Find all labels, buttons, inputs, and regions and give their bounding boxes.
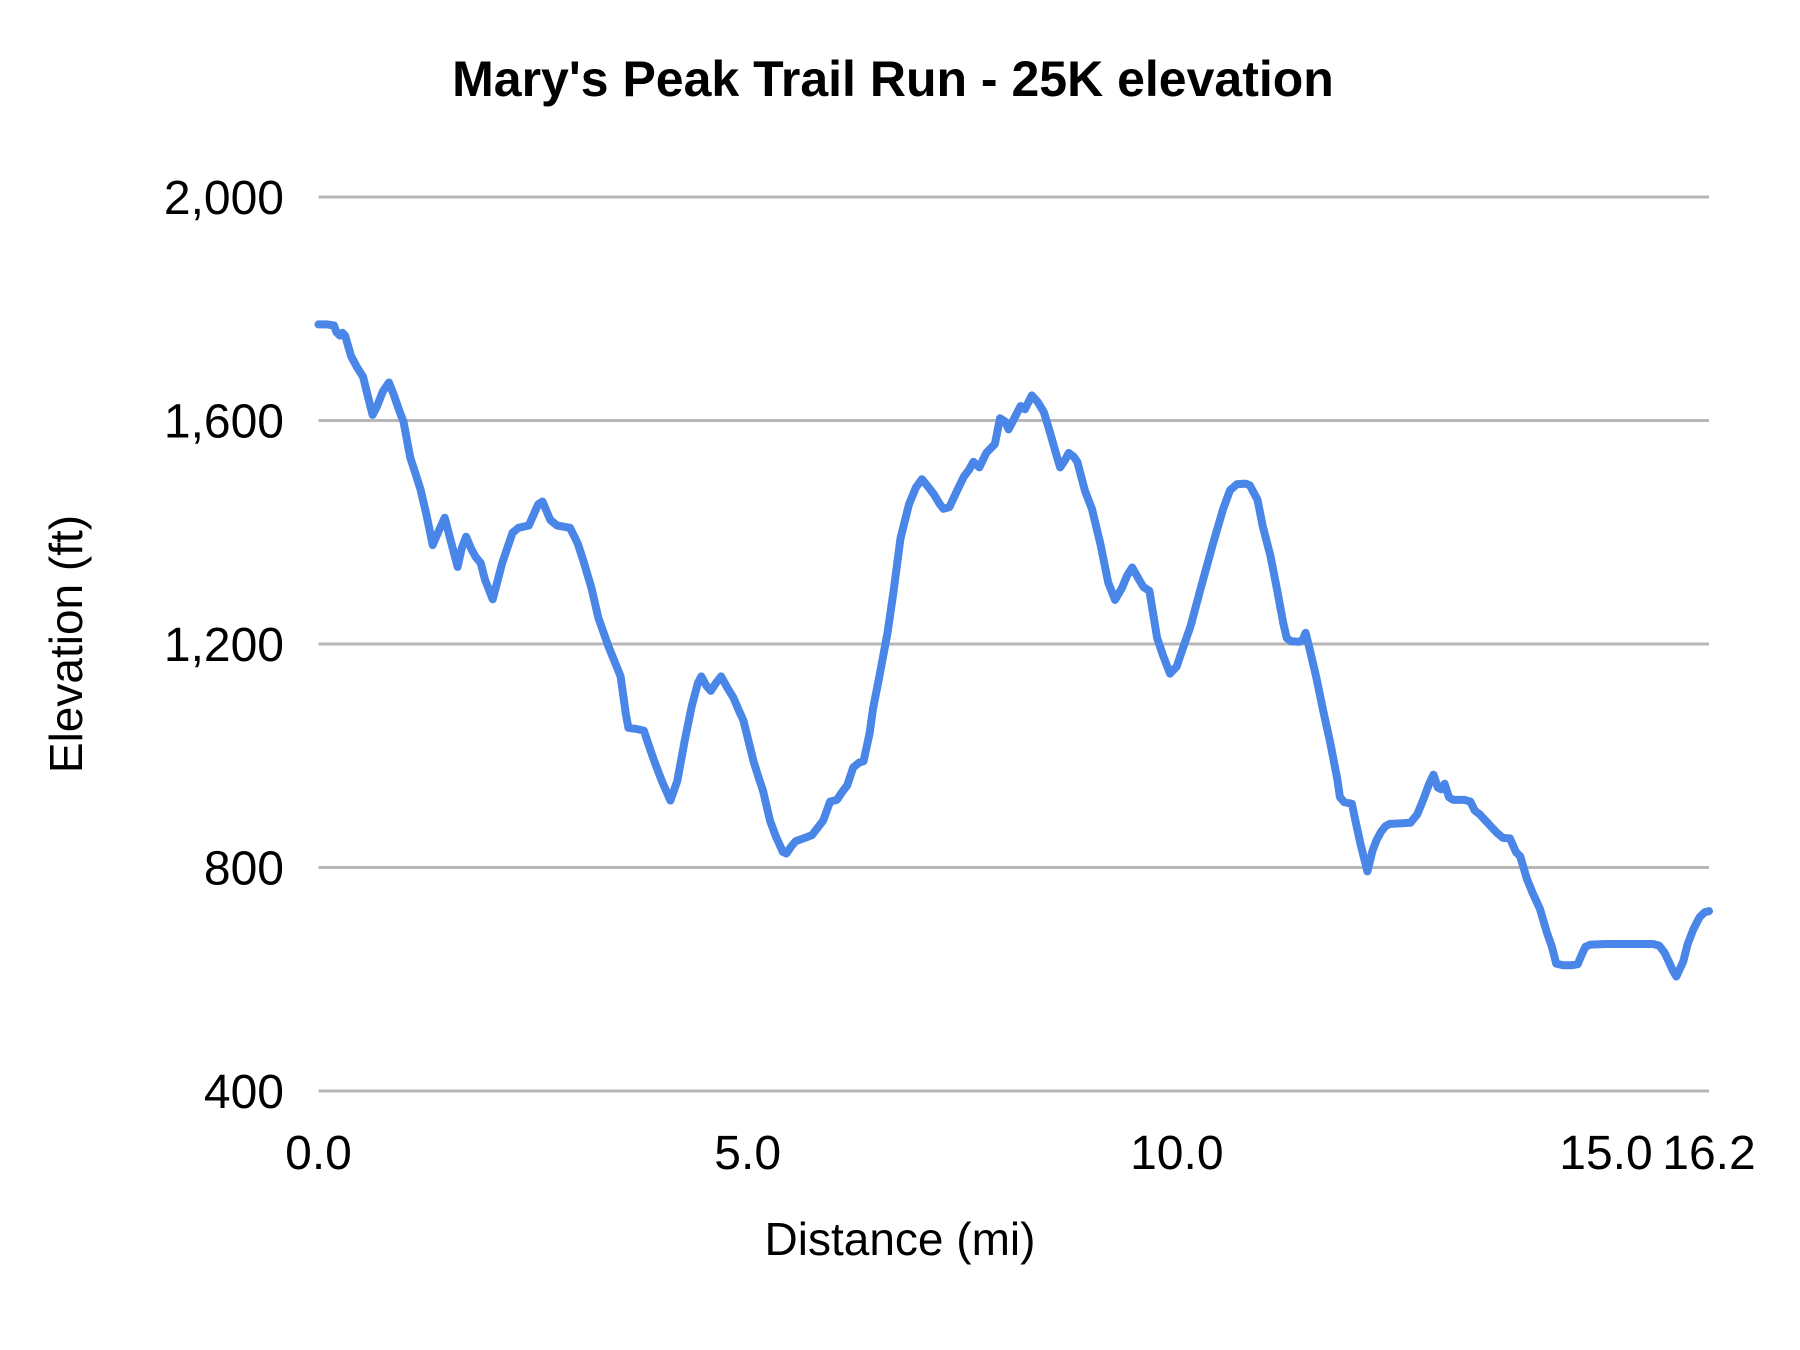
gridlines	[318, 195, 1709, 1093]
chart-title: Mary's Peak Trail Run - 25K elevation	[452, 51, 1334, 107]
y-tick-label: 2,000	[164, 172, 284, 225]
y-tick-label: 400	[204, 1066, 284, 1119]
y-tick-label: 1,600	[164, 396, 284, 449]
x-tick-label: 5.0	[714, 1127, 781, 1180]
x-tick-label: 0.0	[285, 1127, 352, 1180]
y-tick-label: 1,200	[164, 619, 284, 672]
x-tick-label: 15.0	[1559, 1127, 1652, 1180]
x-tick-labels: 0.0 5.0 10.0 15.0 16.2	[285, 1127, 1756, 1180]
x-tick-label: 16.2	[1662, 1127, 1755, 1180]
elevation-line	[314, 320, 1713, 981]
y-tick-label: 800	[204, 843, 284, 896]
y-axis-title: Elevation (ft)	[40, 515, 92, 773]
x-axis-title: Distance (mi)	[765, 1213, 1036, 1265]
x-tick-label: 10.0	[1130, 1127, 1223, 1180]
y-tick-labels: 400 800 1,200 1,600 2,000	[164, 172, 284, 1119]
